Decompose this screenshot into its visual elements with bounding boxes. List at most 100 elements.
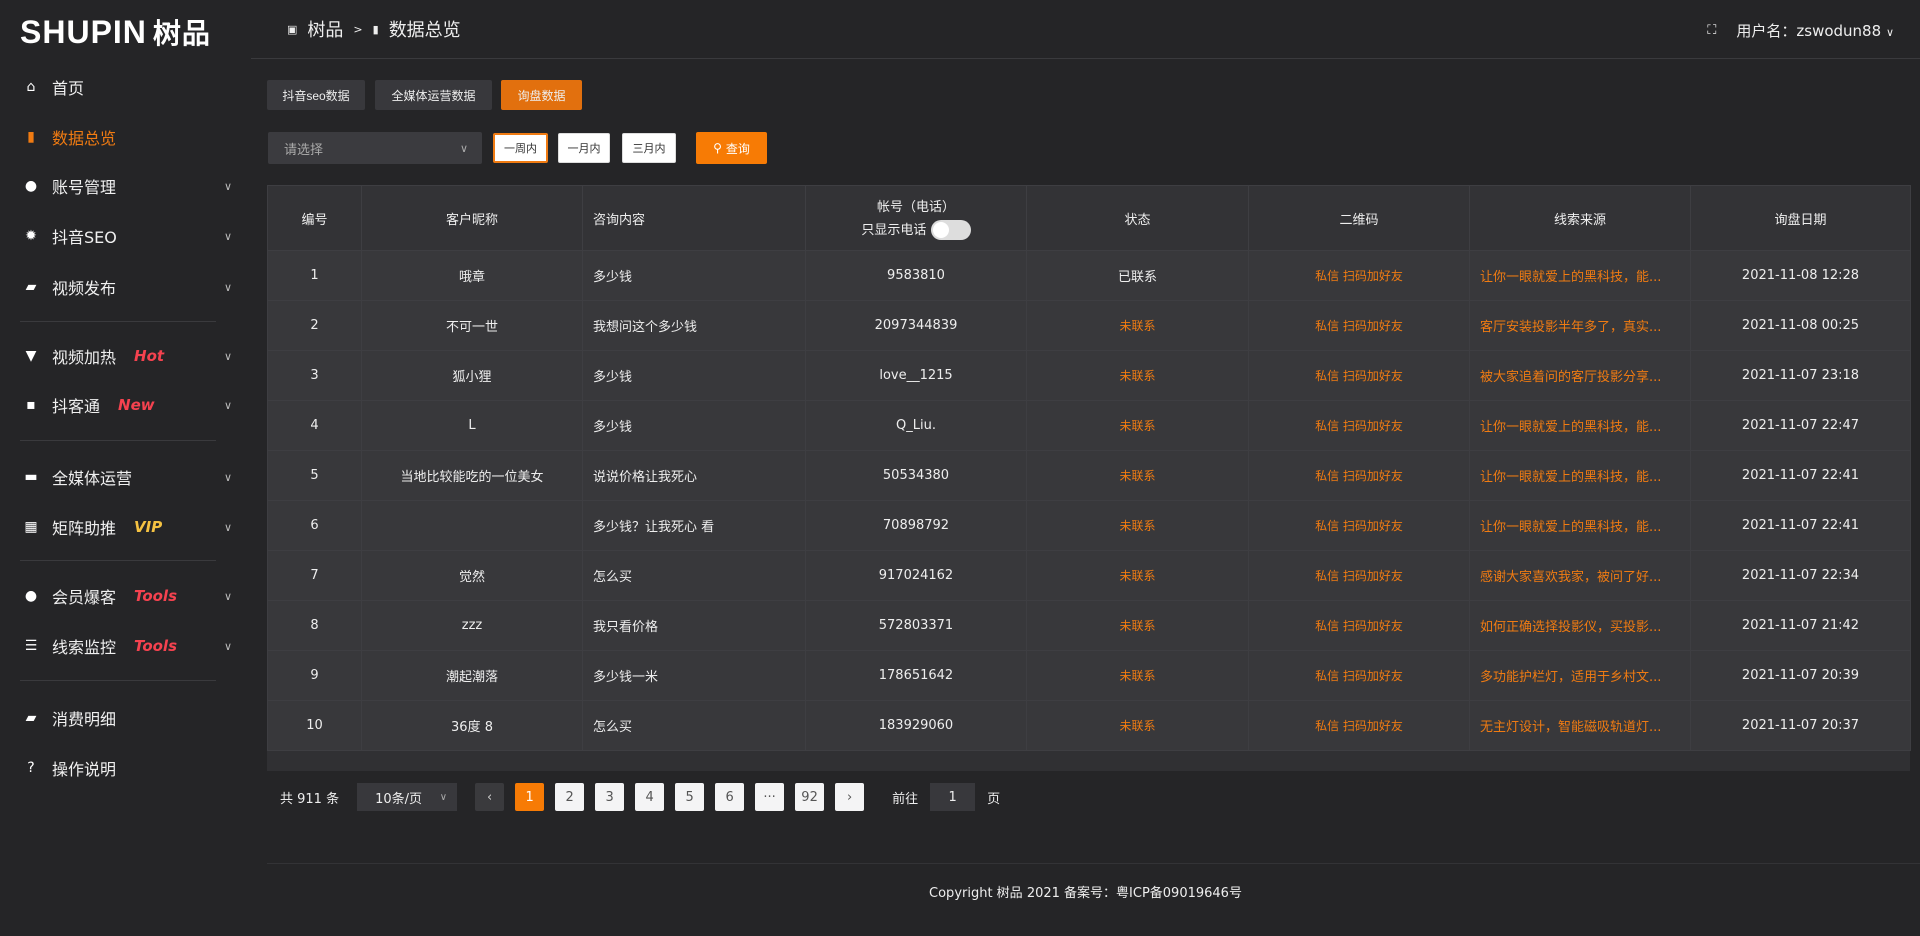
cell-id: 4: [267, 400, 362, 451]
source-link[interactable]: 让你一眼就爱上的黑科技，能...: [1469, 250, 1691, 301]
page-4-button[interactable]: 4: [635, 783, 665, 811]
qrcode-link[interactable]: 私信 扫码加好友: [1248, 300, 1470, 351]
source-link[interactable]: 感谢大家喜欢我家，被问了好...: [1469, 550, 1691, 601]
qrcode-link[interactable]: 私信 扫码加好友: [1248, 350, 1470, 401]
status-badge: 未联系: [1026, 500, 1249, 551]
page-2-button[interactable]: 2: [555, 783, 585, 811]
qrcode-link[interactable]: 私信 扫码加好友: [1248, 600, 1470, 651]
sidebar-badge: Tools: [134, 587, 177, 605]
tab-douyin-seo[interactable]: 抖音seo数据: [267, 80, 365, 110]
qrcode-link[interactable]: 私信 扫码加好友: [1248, 250, 1470, 301]
range-month-button[interactable]: 一月内: [558, 133, 610, 163]
page-1-button[interactable]: 1: [515, 783, 545, 811]
sidebar-item-label: 抖客通: [52, 397, 101, 416]
user-menu[interactable]: 用户名：zswodun88 ∨: [1736, 22, 1894, 40]
footer-divider: [267, 863, 1920, 864]
cell-id: 7: [267, 550, 362, 601]
status-badge: 未联系: [1026, 600, 1249, 651]
page-ellipsis-button[interactable]: ···: [755, 783, 785, 811]
cell-date: 2021-11-07 21:42: [1690, 600, 1911, 651]
prev-page-button[interactable]: ‹: [475, 783, 505, 811]
cell-id: 9: [267, 650, 362, 701]
source-link[interactable]: 多功能护栏灯，适用于乡村文...: [1469, 650, 1691, 701]
col-id: 编号: [267, 185, 362, 251]
sidebar-item-11[interactable]: ▰ 消费明细: [22, 703, 232, 733]
table-row: 4 L 多少钱 Q_Liu. 未联系 私信 扫码加好友 让你一眼就爱上的黑科技，…: [267, 400, 1911, 451]
sidebar-item-3[interactable]: ✹ 抖音SEO ∨: [22, 221, 232, 251]
cell-account: Q_Liu.: [805, 400, 1027, 451]
page-92-button[interactable]: 92: [795, 783, 825, 811]
pagination: 共 911 条 10条/页 ∨ ‹ 1 2 3 4 5 6 ··· 92 › 前往 1 页: [280, 783, 1000, 811]
source-link[interactable]: 被大家追着问的客厅投影分享...: [1469, 350, 1691, 401]
sidebar-item-8[interactable]: ▦ 矩阵助推 VIP ∨: [22, 512, 232, 542]
source-link[interactable]: 让你一眼就爱上的黑科技，能...: [1469, 450, 1691, 501]
next-page-button[interactable]: ›: [835, 783, 865, 811]
table-row: 10 36度 8 怎么买 183929060 未联系 私信 扫码加好友 无主灯设…: [267, 700, 1911, 751]
col-account: 帐号（电话） 只显示电话: [805, 185, 1027, 251]
sidebar-item-9[interactable]: ● 会员爆客 Tools ∨: [22, 581, 232, 611]
query-button[interactable]: ⚲ 查询: [696, 132, 767, 164]
source-link[interactable]: 让你一眼就爱上的黑科技，能...: [1469, 500, 1691, 551]
tab-all-media[interactable]: 全媒体运营数据: [375, 80, 492, 110]
qrcode-link[interactable]: 私信 扫码加好友: [1248, 550, 1470, 601]
qrcode-link[interactable]: 私信 扫码加好友: [1248, 700, 1470, 751]
sidebar-item-6[interactable]: ▪ 抖客通 New ∨: [22, 390, 232, 420]
status-badge: 未联系: [1026, 650, 1249, 701]
cell-account: 70898792: [805, 500, 1027, 551]
goto-page-input[interactable]: 1: [930, 783, 976, 811]
page-6-button[interactable]: 6: [715, 783, 745, 811]
col-qrcode: 二维码: [1248, 185, 1470, 251]
range-week-button[interactable]: 一周内: [493, 133, 548, 163]
status-badge: 未联系: [1026, 450, 1249, 501]
sliders-icon: ☰: [24, 638, 38, 654]
cell-id: 8: [267, 600, 362, 651]
sidebar-item-label: 会员爆客: [52, 588, 117, 607]
status-badge: 已联系: [1026, 250, 1249, 301]
table-row: 9 潮起潮落 多少钱一米 178651642 未联系 私信 扫码加好友 多功能护…: [267, 650, 1911, 701]
filter-select[interactable]: 请选择 ∨: [268, 132, 482, 164]
source-link[interactable]: 如何正确选择投影仪，买投影...: [1469, 600, 1691, 651]
source-link[interactable]: 让你一眼就爱上的黑科技，能...: [1469, 400, 1691, 451]
source-link[interactable]: 客厅安装投影半年多了，真实...: [1469, 300, 1691, 351]
sidebar-divider: [20, 321, 216, 322]
table-row: 6 多少钱？让我死心 看 70898792 未联系 私信 扫码加好友 让你一眼就…: [267, 500, 1911, 551]
page-5-button[interactable]: 5: [675, 783, 705, 811]
status-badge: 未联系: [1026, 350, 1249, 401]
grid-icon: ▦: [24, 519, 38, 535]
sidebar-item-0[interactable]: ⌂ 首页: [22, 72, 232, 102]
sidebar-item-2[interactable]: ● 账号管理 ∨: [22, 171, 232, 201]
page-size-select[interactable]: 10条/页 ∨: [357, 783, 458, 811]
help-icon: ?: [27, 760, 35, 776]
sidebar-item-label: 全媒体运营: [52, 469, 133, 488]
sidebar-divider: [20, 560, 216, 561]
cell-content: 怎么买: [582, 550, 806, 601]
member-icon: ●: [24, 588, 38, 604]
logo[interactable]: SHUPIN 树品: [20, 13, 211, 50]
cell-date: 2021-11-07 22:41: [1690, 500, 1911, 551]
cell-account: love__1215: [805, 350, 1027, 401]
cell-nickname: L: [361, 400, 583, 451]
qrcode-link[interactable]: 私信 扫码加好友: [1248, 400, 1470, 451]
qrcode-link[interactable]: 私信 扫码加好友: [1248, 500, 1470, 551]
phone-only-toggle[interactable]: [930, 220, 971, 241]
sidebar-item-12[interactable]: ? 操作说明: [22, 753, 232, 783]
sidebar-item-label: 矩阵助推: [52, 519, 117, 538]
cell-account: 9583810: [805, 250, 1027, 301]
sidebar-item-4[interactable]: ▰ 视频发布 ∨: [22, 272, 232, 302]
fullscreen-icon[interactable]: ⛶: [1707, 23, 1717, 38]
inquiry-table-panel: 编号 客户昵称 咨询内容 帐号（电话） 只显示电话 状态 二维码 线索来源 询盘日…: [267, 185, 1911, 771]
tab-inquiry[interactable]: 询盘数据: [501, 80, 582, 110]
qrcode-link[interactable]: 私信 扫码加好友: [1248, 650, 1470, 701]
range-3month-button[interactable]: 三月内: [622, 133, 676, 163]
source-link[interactable]: 无主灯设计，智能磁吸轨道灯...: [1469, 700, 1691, 751]
user-icon: ●: [24, 178, 38, 194]
sidebar-item-1[interactable]: ▮ 数据总览: [22, 122, 232, 152]
chevron-down-icon: ∨: [223, 229, 232, 243]
sidebar-item-10[interactable]: ☰ 线索监控 Tools ∨: [22, 631, 232, 661]
sidebar-item-7[interactable]: ▬ 全媒体运营 ∨: [22, 462, 232, 492]
qrcode-link[interactable]: 私信 扫码加好友: [1248, 450, 1470, 501]
sidebar-item-5[interactable]: ▼ 视频加热 Hot ∨: [22, 341, 232, 371]
breadcrumb-root[interactable]: 树品: [307, 20, 344, 41]
cell-date: 2021-11-07 22:41: [1690, 450, 1911, 501]
page-3-button[interactable]: 3: [595, 783, 625, 811]
